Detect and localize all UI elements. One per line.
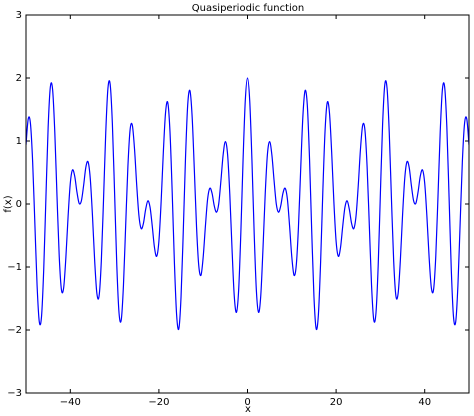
x-tick-label: 40 (418, 397, 431, 408)
x-tick-label: 0 (244, 397, 250, 408)
y-tick-label: 3 (16, 10, 22, 21)
x-axis-label: x (245, 404, 251, 415)
y-tick-label: −2 (7, 325, 22, 336)
y-tick-label: 2 (16, 73, 22, 84)
plot-frame (25, 14, 470, 394)
x-tick-label: −20 (148, 397, 169, 408)
chart-title: Quasiperiodic function (192, 3, 305, 14)
y-tick-label: −3 (7, 388, 22, 399)
y-axis-label: f(x) (3, 195, 14, 212)
y-tick-label: −1 (7, 262, 22, 273)
y-tick-label: 1 (16, 136, 22, 147)
data-line (26, 77, 469, 331)
y-tick-label: 0 (16, 199, 22, 210)
x-tick-label: −40 (60, 397, 81, 408)
x-tick-label: 20 (330, 397, 343, 408)
